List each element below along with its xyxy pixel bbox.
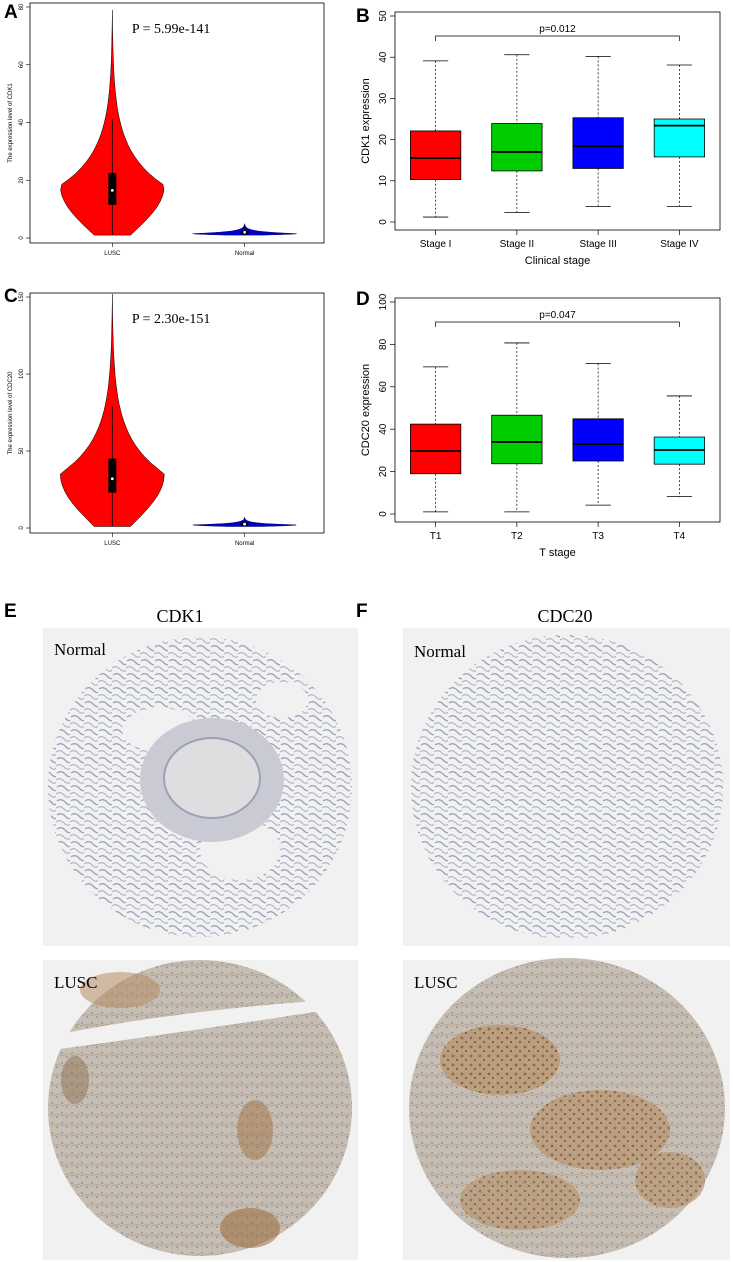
x-axis-label: Clinical stage (525, 255, 590, 267)
boxplot-cdc20-t-stage: 0 20 40 60 80 100 CDC20 expression T1 T2 T3 T4 T st… (360, 293, 721, 559)
p-value-annotation: p=0.012 (539, 24, 576, 35)
panel-letter-b: B (356, 6, 370, 27)
box-iqr (491, 123, 543, 172)
y-tick-label: 10 (378, 175, 389, 187)
y-tick-label: 60 (378, 381, 389, 393)
ihc-image-cdc20-normal: Normal (403, 628, 730, 946)
y-tick-label: 0 (378, 219, 389, 225)
plot-frame (29, 2, 325, 244)
x-tick-label: T2 (511, 531, 523, 542)
cdc20-normal-label: Normal (414, 642, 466, 661)
x-tick-label: Stage III (580, 239, 617, 250)
y-tick-label: 50 (19, 447, 25, 454)
x-axis-label: T stage (539, 547, 576, 559)
violin-median-dot (243, 230, 247, 234)
y-tick-label: 0 (378, 511, 389, 517)
box-iqr (410, 423, 462, 475)
box-iqr (410, 130, 462, 180)
y-tick-label: 20 (378, 134, 389, 146)
x-tick-label: T4 (674, 531, 686, 542)
boxplot-cdk1-clinical-stage: 0 10 20 30 40 50 CDK1 expression Stage I Stage I… (360, 10, 721, 267)
y-tick-label: 0 (19, 526, 25, 530)
significance-bracket (435, 321, 680, 327)
y-tick-label: 60 (19, 61, 25, 68)
violin-median-dot (243, 522, 247, 526)
y-tick-label: 150 (19, 291, 25, 302)
panel-letter-e: E (4, 601, 17, 622)
y-tick-label: 40 (378, 423, 389, 435)
x-tick-label: Normal (235, 251, 254, 257)
box-iqr (653, 118, 705, 158)
y-tick-label: 20 (378, 466, 389, 478)
plot-frame (29, 292, 325, 534)
panel-letter-f: F (356, 601, 368, 622)
y-tick-label: 50 (378, 10, 389, 22)
x-tick-label: Stage II (500, 239, 534, 250)
violin-median-dot (110, 477, 114, 481)
x-tick-label: Normal (235, 541, 254, 547)
x-tick-label: T1 (430, 531, 442, 542)
ihc-image-cdk1-normal: Normal (43, 628, 358, 946)
y-axis-label: The expression level of CDK1 (8, 83, 14, 163)
panel-letter-a: A (4, 2, 18, 23)
violin-chart-cdc20: 0 50 100 150 The expression level of CDC20 LU… (8, 291, 325, 547)
x-tick-label: LUSC (104, 541, 121, 547)
p-value-annotation: p=0.047 (539, 310, 576, 321)
y-tick-label: 40 (19, 119, 25, 126)
panel-letter-d: D (356, 289, 370, 310)
significance-bracket (435, 35, 680, 41)
y-tick-label: 30 (378, 92, 389, 104)
violin-median-dot (110, 188, 114, 192)
panel-f-title: CDC20 (537, 606, 592, 626)
y-tick-label: 80 (19, 3, 25, 10)
p-value-annotation: P = 2.30e-151 (132, 312, 211, 327)
violin-iqr-box (108, 458, 117, 493)
y-axis-label: The expression level of CDC20 (8, 371, 14, 455)
cdk1-normal-label: Normal (54, 640, 106, 659)
panel-letter-c: C (4, 286, 18, 307)
ihc-image-cdk1-lusc: LUSC (43, 960, 358, 1260)
y-tick-label: 40 (378, 51, 389, 63)
x-tick-label: Stage I (420, 239, 452, 250)
box-iqr (491, 414, 543, 465)
box-iqr (572, 418, 624, 462)
y-tick-label: 0 (19, 236, 25, 240)
x-tick-label: T3 (592, 531, 604, 542)
x-tick-label: LUSC (104, 251, 121, 257)
y-axis-label: CDC20 expression (360, 364, 372, 456)
y-tick-label: 20 (19, 176, 25, 183)
violin-chart-cdk1: 0 20 40 60 80 The expression level of CDK1 LUS… (8, 2, 325, 257)
box-iqr (572, 117, 624, 169)
cdk1-lusc-label: LUSC (54, 973, 97, 992)
y-tick-label: 100 (378, 293, 389, 310)
plot-frame (394, 11, 721, 231)
violin-iqr-box (108, 173, 117, 205)
cdc20-lusc-label: LUSC (414, 973, 457, 992)
y-tick-label: 100 (19, 368, 25, 379)
y-tick-label: 80 (378, 338, 389, 350)
plot-frame (394, 297, 721, 523)
x-tick-label: Stage IV (660, 239, 699, 250)
p-value-annotation: P = 5.99e-141 (132, 22, 211, 37)
y-axis-label: CDK1 expression (360, 78, 372, 164)
ihc-image-cdc20-lusc: LUSC (403, 958, 730, 1260)
panel-e-title: CDK1 (156, 606, 203, 626)
